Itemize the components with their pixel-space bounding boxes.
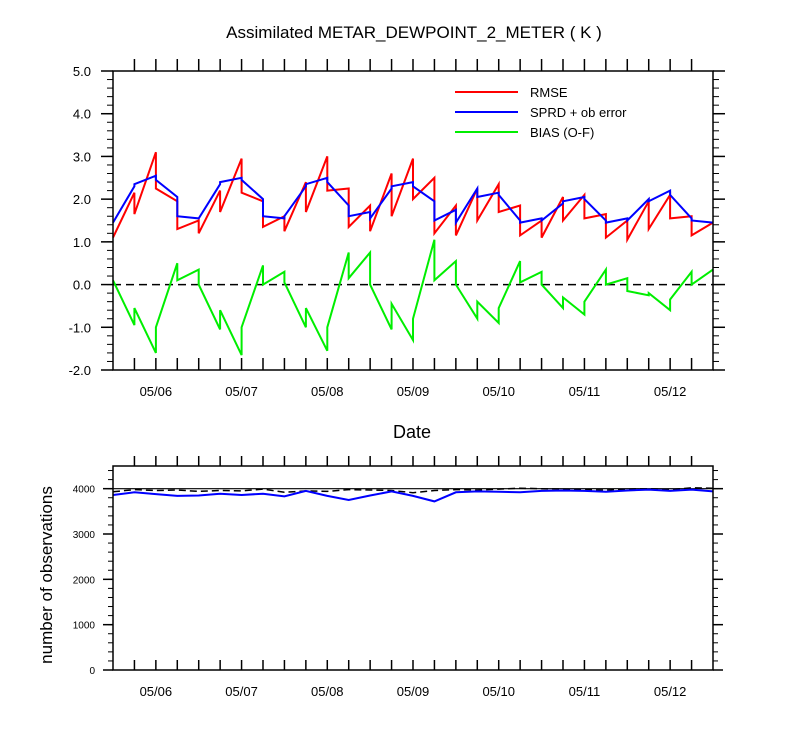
legend: RMSE SPRD + ob error BIAS (O-F): [455, 85, 627, 140]
x-tick-label: 05/07: [225, 384, 258, 399]
x-tick-label: 05/10: [482, 684, 515, 699]
obs-assimilated-line: [112, 488, 714, 503]
x-tick-label: 05/12: [654, 384, 687, 399]
y-tick-label: 3000: [73, 530, 96, 541]
x-tick-label: 05/06: [140, 684, 173, 699]
bottom-axes: 05/06 05/07 05/08 05/09 05/10 05/11 05/12 0 1000…: [73, 456, 723, 699]
y-tick-label: 3.0: [73, 149, 91, 164]
obs-possible-line: [112, 487, 714, 494]
series-line-rmse: [112, 151, 714, 244]
series-line-sprd-ob-error: [112, 174, 714, 227]
x-tick-label: 05/08: [311, 684, 344, 699]
top-plot-area: [112, 151, 714, 356]
x-tick-label: 05/12: [654, 684, 687, 699]
series-line-bias-o-f: [112, 239, 714, 356]
x-tick-label: 05/08: [311, 384, 344, 399]
top-chart: Assimilated METAR_DEWPOINT_2_METER ( K )…: [69, 23, 725, 442]
y-tick-label: 2000: [73, 575, 96, 586]
x-axis-label: Date: [393, 422, 431, 442]
x-tick-label: 05/06: [140, 384, 173, 399]
x-tick-label: 05/10: [482, 384, 515, 399]
y-tick-label: 0: [89, 666, 95, 677]
bottom-chart: 05/06 05/07 05/08 05/09 05/10 05/11 05/12 0 1000…: [37, 456, 723, 699]
legend-label: RMSE: [530, 85, 568, 100]
x-tick-label: 05/09: [397, 684, 430, 699]
x-tick-label: 05/09: [397, 384, 430, 399]
y-tick-label: 5.0: [73, 64, 91, 79]
y-tick-label: 1.0: [73, 235, 91, 250]
bottom-plot-area: [112, 487, 714, 503]
top-axes: 05/06 05/07 05/08 05/09 05/10 05/11 05/12 -2.0 -…: [69, 59, 725, 399]
y-tick-label: -1.0: [69, 320, 91, 335]
legend-label: BIAS (O-F): [530, 125, 594, 140]
x-tick-label: 05/11: [569, 684, 601, 699]
x-tick-label: 05/11: [569, 384, 601, 399]
x-tick-label: 05/07: [225, 684, 258, 699]
y-tick-label: 4000: [73, 485, 96, 496]
legend-label: SPRD + ob error: [530, 105, 627, 120]
y-axis-label: number of observations: [37, 486, 56, 664]
y-tick-label: 4.0: [73, 107, 91, 122]
y-tick-label: 2.0: [73, 192, 91, 207]
y-tick-label: 0.0: [73, 278, 91, 293]
y-tick-label: 1000: [73, 621, 96, 632]
y-tick-label: -2.0: [69, 363, 91, 378]
chart-title: Assimilated METAR_DEWPOINT_2_METER ( K ): [226, 23, 602, 42]
